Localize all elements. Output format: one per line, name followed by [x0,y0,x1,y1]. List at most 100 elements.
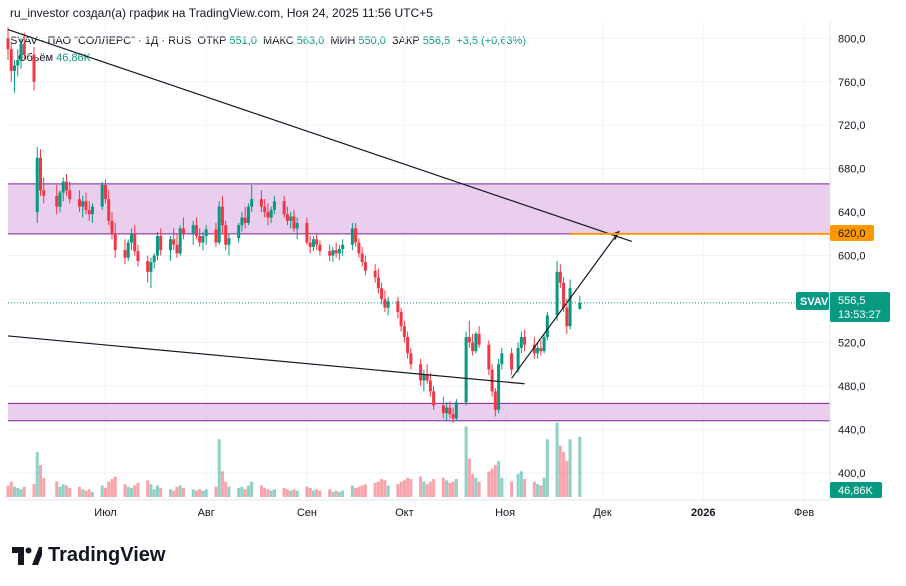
candle-body[interactable] [328,251,332,256]
candle-body[interactable] [266,212,270,218]
candle-body[interactable] [152,255,156,263]
time-axis[interactable]: Июл Авг Сен Окт Ноя Дек 2026 Фев [8,499,830,519]
candle-body[interactable] [181,228,185,234]
trend-line[interactable] [7,29,633,243]
candle-body[interactable] [237,225,241,239]
candle-body[interactable] [159,236,163,251]
candle-body[interactable] [441,405,445,414]
candle-body[interactable] [9,49,13,71]
trend-line[interactable] [511,231,620,379]
candle-body[interactable] [269,209,273,218]
candle-body[interactable] [61,181,65,193]
candle-body[interactable] [198,236,202,243]
candle-body[interactable] [133,233,137,252]
candle-body[interactable] [87,209,91,215]
candle-body[interactable] [464,337,468,403]
candle-body[interactable] [373,270,377,278]
candle-body[interactable] [35,157,39,213]
candle-body[interactable] [292,216,296,229]
candle-body[interactable] [341,244,345,250]
candle-body[interactable] [250,199,254,207]
drawings[interactable] [7,29,830,385]
candle-body[interactable] [272,201,276,210]
candle-body[interactable] [90,206,94,215]
candle-body[interactable] [263,206,267,213]
candle-body[interactable] [126,242,130,258]
candle-body[interactable] [542,337,546,352]
candle-body[interactable] [386,301,390,308]
candle-body[interactable] [350,228,354,245]
candle-body[interactable] [568,288,572,327]
candle-body[interactable] [451,414,455,419]
candle-body[interactable] [510,353,514,370]
candle-body[interactable] [172,239,176,245]
candle-body[interactable] [516,347,520,370]
candle-body[interactable] [519,337,523,348]
candle-body[interactable] [68,190,72,200]
candle-body[interactable] [318,244,322,252]
candle-body[interactable] [19,43,23,61]
candle-body[interactable] [16,60,20,66]
candle-body[interactable] [308,242,312,247]
candle-body[interactable] [565,307,569,327]
candle-body[interactable] [103,184,107,200]
candle-body[interactable] [58,192,62,207]
candle-body[interactable] [334,250,338,254]
candle-body[interactable] [107,199,111,221]
candle-body[interactable] [305,222,309,243]
candle-body[interactable] [448,407,452,415]
candle-body[interactable] [214,229,218,243]
candle-body[interactable] [357,242,361,254]
candle-body[interactable] [360,253,364,263]
candle-body[interactable] [454,402,458,419]
candle-body[interactable] [129,233,133,243]
candle-body[interactable] [81,201,85,207]
candle-body[interactable] [399,312,403,327]
candle-body[interactable] [523,337,527,345]
candle-body[interactable] [295,222,299,229]
candle-body[interactable] [474,333,478,352]
candle-body[interactable] [467,337,471,343]
candle-body[interactable] [113,233,117,251]
candle-body[interactable] [136,251,140,261]
candle-body[interactable] [402,326,406,338]
candle-body[interactable] [406,337,410,354]
candle-body[interactable] [445,407,449,414]
candle-body[interactable] [532,344,536,354]
candle-body[interactable] [471,342,475,352]
candle-body[interactable] [55,195,59,207]
candle-body[interactable] [6,38,10,50]
candle-body[interactable] [282,201,286,215]
candle-body[interactable] [155,236,159,256]
candle-body[interactable] [396,301,400,313]
candle-body[interactable] [311,239,315,247]
candle-body[interactable] [545,315,549,338]
trend-line[interactable] [7,335,525,385]
candle-body[interactable] [194,225,198,237]
tradingview-logo[interactable]: TradingView [12,544,165,567]
candle-body[interactable] [204,229,208,237]
candle-body[interactable] [32,54,36,82]
candle-body[interactable] [178,228,182,254]
candle-body[interactable] [220,206,224,226]
candle-body[interactable] [354,228,358,243]
candle-body[interactable] [240,217,244,226]
price-zone[interactable] [8,183,830,234]
candle-body[interactable] [110,220,114,234]
candle-body[interactable] [285,214,289,221]
candle-body[interactable] [555,271,559,316]
candle-body[interactable] [383,299,387,308]
candle-body[interactable] [500,353,504,365]
candle-body[interactable] [77,199,81,207]
candle-body[interactable] [562,282,566,308]
candle-body[interactable] [191,225,195,234]
candle-body[interactable] [42,190,46,196]
price-axis[interactable]: 800,0760,0720,0680,0640,0600,0560,0520,0… [829,22,866,500]
candle-body[interactable] [246,206,250,223]
candle-body[interactable] [409,353,413,365]
candle-body[interactable] [493,391,497,410]
candle-body[interactable] [149,262,153,272]
candle-body[interactable] [363,262,367,271]
candle-body[interactable] [487,344,491,370]
candle-body[interactable] [12,65,16,71]
